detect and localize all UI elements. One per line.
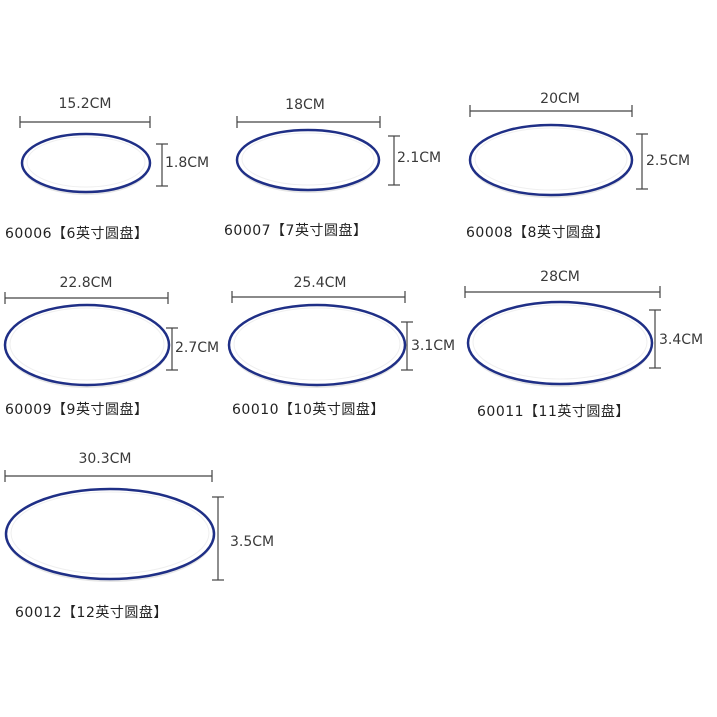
plate-caption: 60012【12英寸圆盘】 — [15, 605, 168, 621]
width-label: 30.3CM — [78, 451, 132, 467]
plate-well — [241, 132, 375, 186]
plate-1 — [235, 128, 381, 192]
plate-well — [472, 304, 648, 380]
plate-well — [233, 307, 401, 381]
height-label: 3.4CM — [659, 332, 704, 348]
plate-caption: 60009【9英寸圆盘】 — [5, 402, 149, 418]
plate-caption: 60007【7英寸圆盘】 — [224, 223, 368, 239]
height-label: 2.7CM — [175, 340, 220, 356]
plate-caption: 60006【6英寸圆盘】 — [5, 226, 149, 242]
width-label: 18CM — [285, 97, 325, 113]
plate-caption: 60010【10英寸圆盘】 — [232, 402, 385, 418]
width-label: 20CM — [540, 91, 580, 107]
plate-6 — [4, 487, 216, 581]
plate-3 — [3, 303, 171, 387]
plate-caption: 60011【11英寸圆盘】 — [477, 404, 630, 420]
plate-well — [9, 307, 165, 381]
plate-well — [26, 136, 146, 188]
height-label: 2.1CM — [397, 150, 442, 166]
width-label: 22.8CM — [59, 275, 113, 291]
plate-caption: 60008【8英寸圆盘】 — [466, 225, 610, 241]
height-label: 3.1CM — [411, 338, 456, 354]
plate-4 — [227, 303, 407, 387]
width-label: 28CM — [540, 269, 580, 285]
width-label: 15.2CM — [58, 96, 112, 112]
plate-2 — [468, 123, 634, 197]
plate-5 — [466, 300, 654, 386]
plate-well — [10, 491, 210, 575]
plate-0 — [20, 132, 152, 194]
height-label: 3.5CM — [230, 534, 275, 550]
width-label: 25.4CM — [293, 275, 347, 291]
height-label: 1.8CM — [165, 155, 210, 171]
height-label: 2.5CM — [646, 153, 691, 169]
plate-well — [474, 127, 628, 191]
